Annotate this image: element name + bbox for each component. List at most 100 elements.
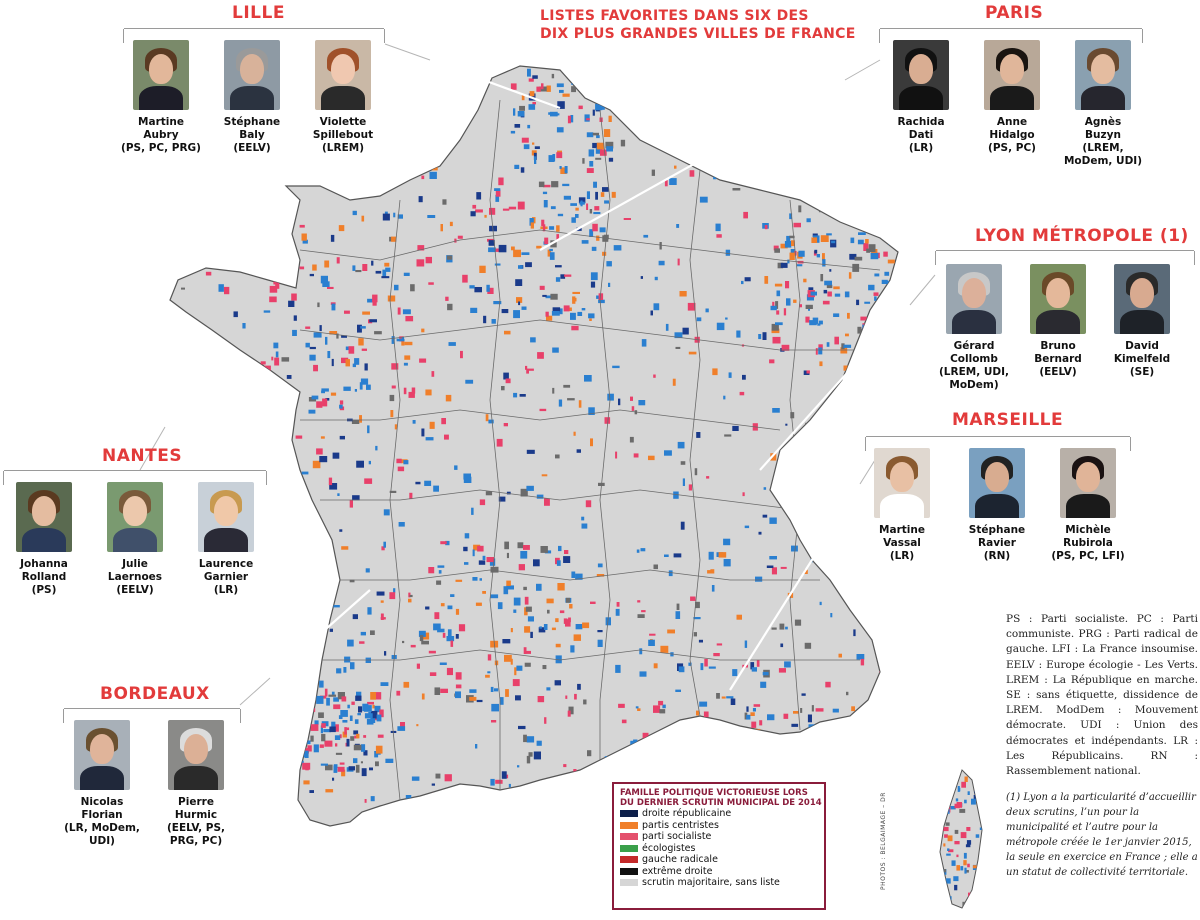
commune-mark — [377, 734, 384, 738]
commune-mark — [556, 152, 563, 159]
bracket-marseille — [865, 436, 1131, 451]
commune-mark — [261, 394, 266, 401]
commune-mark — [537, 696, 545, 703]
commune-mark — [550, 240, 557, 248]
commune-mark — [664, 180, 668, 187]
portrait — [107, 482, 163, 552]
commune-mark — [538, 181, 545, 188]
commune-mark — [513, 597, 521, 606]
portrait — [893, 40, 949, 110]
commune-mark — [301, 471, 309, 475]
commune-mark — [597, 563, 603, 568]
commune-mark — [850, 94, 856, 98]
commune-mark — [354, 389, 357, 392]
commune-mark — [946, 853, 951, 856]
commune-mark — [391, 363, 399, 370]
commune-mark — [953, 876, 959, 882]
commune-mark — [796, 264, 803, 267]
commune-mark — [520, 167, 525, 173]
bracket-bordeaux — [63, 708, 241, 723]
commune-mark — [374, 705, 381, 713]
commune-mark — [805, 316, 810, 323]
legend-item: scrutin majoritaire, sans liste — [620, 877, 818, 889]
commune-mark — [575, 573, 583, 580]
commune-mark — [350, 736, 355, 741]
commune-mark — [604, 200, 609, 204]
candidate-party-2: UDI) — [89, 835, 115, 847]
commune-mark — [258, 767, 262, 775]
commune-mark — [849, 410, 855, 415]
commune-mark — [637, 600, 641, 603]
commune-mark — [408, 598, 412, 603]
commune-mark — [273, 342, 279, 349]
commune-mark — [620, 139, 626, 147]
commune-mark — [600, 192, 605, 197]
commune-mark — [516, 665, 523, 671]
commune-mark — [541, 219, 545, 227]
commune-mark — [401, 341, 405, 346]
commune-mark — [784, 661, 791, 668]
commune-mark — [520, 488, 528, 497]
commune-mark — [304, 551, 311, 558]
commune-mark — [759, 720, 763, 726]
commune-mark — [555, 454, 560, 459]
commune-mark — [447, 303, 453, 311]
commune-mark — [384, 651, 387, 656]
commune-mark — [349, 500, 353, 508]
commune-mark — [763, 487, 767, 490]
commune-mark — [751, 721, 757, 728]
commune-mark — [665, 764, 672, 772]
commune-mark — [325, 173, 331, 181]
commune-mark — [402, 809, 408, 812]
commune-mark — [636, 549, 640, 553]
commune-mark — [532, 75, 538, 79]
commune-mark — [595, 191, 598, 200]
commune-mark — [772, 336, 781, 344]
commune-mark — [604, 417, 611, 424]
commune-mark — [828, 785, 836, 792]
commune-mark — [723, 559, 731, 567]
commune-mark — [977, 905, 982, 908]
commune-mark — [830, 239, 837, 248]
commune-mark — [551, 627, 556, 631]
commune-mark — [664, 450, 672, 456]
commune-mark — [643, 234, 649, 238]
commune-mark — [317, 302, 320, 308]
commune-mark — [645, 773, 652, 777]
commune-mark — [653, 705, 661, 713]
commune-mark — [524, 596, 529, 605]
commune-mark — [669, 178, 677, 185]
commune-mark — [472, 577, 478, 581]
commune-mark — [432, 792, 435, 799]
commune-mark — [596, 295, 600, 299]
commune-mark — [325, 398, 330, 401]
commune-mark — [605, 141, 614, 149]
commune-mark — [657, 769, 665, 774]
commune-mark — [727, 727, 733, 731]
commune-mark — [651, 169, 655, 176]
commune-mark — [831, 240, 836, 244]
commune-mark — [746, 714, 751, 720]
commune-mark — [775, 322, 783, 326]
commune-mark — [411, 776, 420, 781]
commune-mark — [362, 311, 370, 315]
commune-mark — [264, 813, 270, 818]
commune-mark — [252, 809, 258, 817]
commune-mark — [375, 270, 382, 274]
commune-mark — [815, 348, 818, 355]
commune-mark — [743, 211, 748, 219]
france-outline — [169, 65, 899, 827]
commune-mark — [335, 743, 338, 747]
legend-swatch — [620, 821, 638, 829]
commune-mark — [427, 215, 436, 218]
city-title-lille: LILLE — [232, 3, 285, 23]
commune-mark — [556, 234, 559, 241]
commune-mark — [599, 149, 607, 156]
commune-mark — [742, 374, 746, 380]
commune-mark — [412, 420, 416, 424]
candidate-party-2: MoDem) — [949, 379, 999, 391]
commune-mark — [659, 709, 666, 714]
commune-mark — [344, 310, 350, 314]
commune-mark — [245, 237, 251, 244]
commune-mark — [211, 457, 217, 461]
